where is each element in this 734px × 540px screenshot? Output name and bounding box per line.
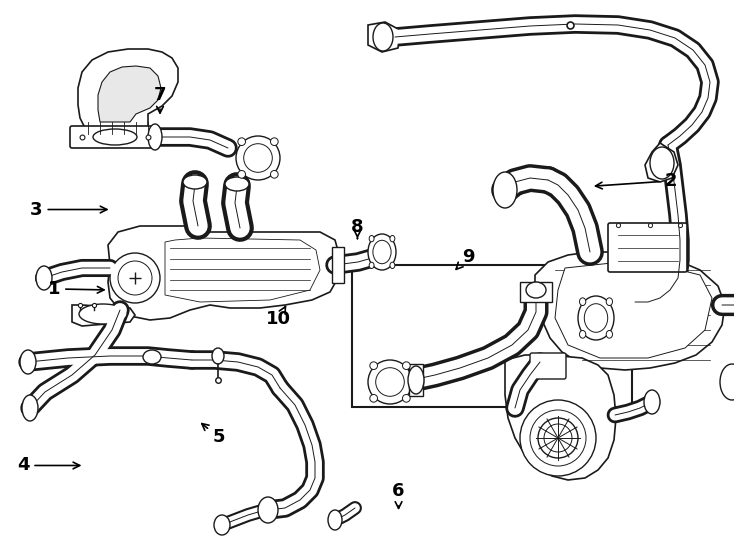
Polygon shape bbox=[645, 143, 678, 182]
Ellipse shape bbox=[390, 235, 395, 242]
Ellipse shape bbox=[584, 303, 608, 332]
Ellipse shape bbox=[579, 330, 586, 338]
Ellipse shape bbox=[258, 497, 278, 523]
Polygon shape bbox=[555, 260, 712, 358]
Ellipse shape bbox=[402, 362, 410, 369]
Text: 3: 3 bbox=[30, 200, 107, 219]
Ellipse shape bbox=[118, 261, 152, 295]
Ellipse shape bbox=[93, 129, 137, 145]
Text: 6: 6 bbox=[392, 482, 405, 508]
Ellipse shape bbox=[110, 253, 160, 303]
Ellipse shape bbox=[606, 330, 612, 338]
Ellipse shape bbox=[370, 362, 377, 369]
Ellipse shape bbox=[493, 172, 517, 208]
Text: 10: 10 bbox=[266, 306, 291, 328]
Ellipse shape bbox=[373, 23, 393, 51]
Text: 8: 8 bbox=[351, 218, 364, 239]
Polygon shape bbox=[505, 355, 616, 480]
Ellipse shape bbox=[271, 138, 278, 145]
Ellipse shape bbox=[79, 304, 127, 324]
FancyBboxPatch shape bbox=[70, 126, 159, 148]
Ellipse shape bbox=[579, 298, 586, 306]
Ellipse shape bbox=[538, 418, 578, 458]
Ellipse shape bbox=[390, 262, 395, 268]
Text: 4: 4 bbox=[17, 456, 80, 475]
Bar bbox=[332, 247, 344, 283]
Ellipse shape bbox=[373, 240, 391, 264]
FancyBboxPatch shape bbox=[608, 223, 687, 272]
Polygon shape bbox=[535, 252, 725, 370]
Ellipse shape bbox=[369, 235, 374, 242]
Ellipse shape bbox=[236, 136, 280, 180]
Ellipse shape bbox=[650, 147, 674, 179]
Ellipse shape bbox=[225, 177, 249, 191]
Ellipse shape bbox=[578, 296, 614, 340]
Polygon shape bbox=[368, 22, 400, 52]
Ellipse shape bbox=[402, 395, 410, 402]
Ellipse shape bbox=[148, 124, 162, 150]
Polygon shape bbox=[78, 49, 178, 135]
Ellipse shape bbox=[212, 348, 224, 364]
Bar bbox=[409, 364, 423, 396]
Ellipse shape bbox=[238, 171, 245, 178]
Ellipse shape bbox=[530, 410, 586, 466]
Bar bbox=[352, 265, 632, 407]
Text: 7: 7 bbox=[153, 85, 167, 113]
Ellipse shape bbox=[376, 368, 404, 396]
Ellipse shape bbox=[369, 262, 374, 268]
Polygon shape bbox=[108, 226, 340, 320]
Ellipse shape bbox=[408, 366, 424, 394]
Polygon shape bbox=[72, 305, 135, 326]
Ellipse shape bbox=[183, 175, 207, 189]
Ellipse shape bbox=[244, 144, 272, 172]
Ellipse shape bbox=[368, 360, 412, 404]
Ellipse shape bbox=[36, 266, 52, 290]
Ellipse shape bbox=[328, 510, 342, 530]
Polygon shape bbox=[98, 66, 161, 122]
Text: 2: 2 bbox=[595, 172, 677, 190]
Ellipse shape bbox=[238, 138, 245, 145]
Ellipse shape bbox=[720, 364, 734, 400]
Ellipse shape bbox=[368, 234, 396, 270]
Ellipse shape bbox=[644, 390, 660, 414]
Ellipse shape bbox=[606, 298, 612, 306]
FancyBboxPatch shape bbox=[530, 353, 566, 379]
Text: 9: 9 bbox=[456, 247, 475, 269]
Ellipse shape bbox=[271, 171, 278, 178]
Bar bbox=[520, 282, 552, 302]
Text: 5: 5 bbox=[202, 423, 225, 447]
Ellipse shape bbox=[520, 400, 596, 476]
Polygon shape bbox=[165, 238, 320, 302]
Ellipse shape bbox=[370, 395, 377, 402]
Text: 1: 1 bbox=[48, 280, 104, 298]
Ellipse shape bbox=[214, 515, 230, 535]
Ellipse shape bbox=[22, 395, 38, 421]
Ellipse shape bbox=[544, 424, 572, 452]
Ellipse shape bbox=[143, 350, 161, 364]
Ellipse shape bbox=[20, 350, 36, 374]
Ellipse shape bbox=[526, 282, 546, 298]
